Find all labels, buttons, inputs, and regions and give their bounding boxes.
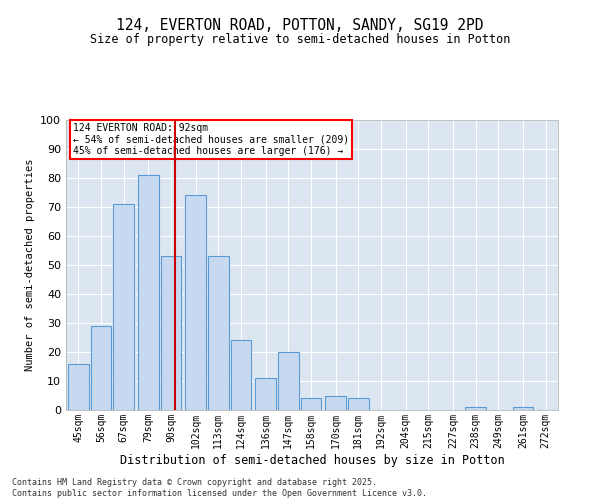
- Bar: [301, 398, 321, 410]
- Bar: [138, 175, 158, 410]
- Text: 124 EVERTON ROAD: 92sqm
← 54% of semi-detached houses are smaller (209)
45% of s: 124 EVERTON ROAD: 92sqm ← 54% of semi-de…: [73, 123, 350, 156]
- Y-axis label: Number of semi-detached properties: Number of semi-detached properties: [25, 159, 35, 371]
- Bar: [161, 256, 181, 410]
- Text: Size of property relative to semi-detached houses in Potton: Size of property relative to semi-detach…: [90, 32, 510, 46]
- Bar: [348, 398, 368, 410]
- Bar: [256, 378, 276, 410]
- X-axis label: Distribution of semi-detached houses by size in Potton: Distribution of semi-detached houses by …: [119, 454, 505, 466]
- Bar: [113, 204, 134, 410]
- Bar: [230, 340, 251, 410]
- Bar: [68, 364, 89, 410]
- Text: 124, EVERTON ROAD, POTTON, SANDY, SG19 2PD: 124, EVERTON ROAD, POTTON, SANDY, SG19 2…: [116, 18, 484, 32]
- Bar: [466, 407, 486, 410]
- Bar: [325, 396, 346, 410]
- Bar: [208, 256, 229, 410]
- Bar: [513, 407, 533, 410]
- Bar: [278, 352, 299, 410]
- Bar: [185, 196, 206, 410]
- Text: Contains HM Land Registry data © Crown copyright and database right 2025.
Contai: Contains HM Land Registry data © Crown c…: [12, 478, 427, 498]
- Bar: [91, 326, 111, 410]
